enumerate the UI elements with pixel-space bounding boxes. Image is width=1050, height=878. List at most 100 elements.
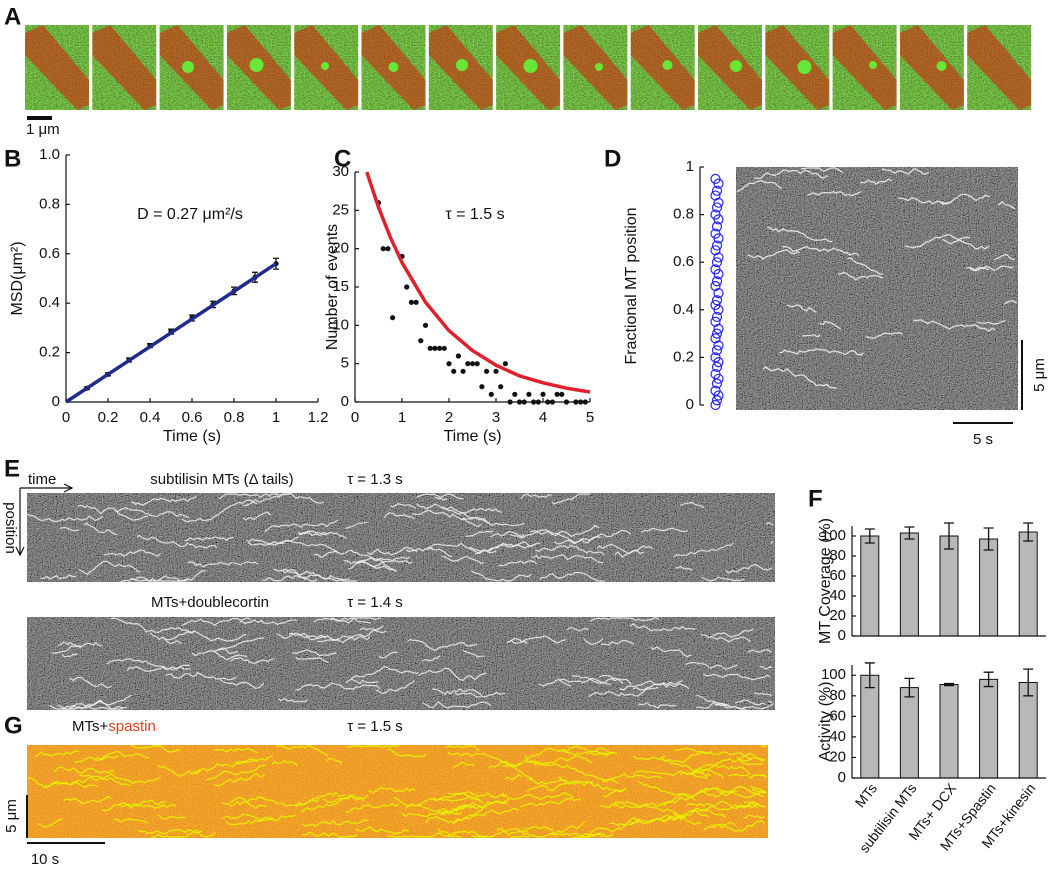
y-tick-label: 0 xyxy=(341,393,349,410)
point xyxy=(517,399,522,404)
point xyxy=(493,369,498,374)
frame xyxy=(362,25,426,110)
panel-letter: F xyxy=(808,485,823,512)
point xyxy=(479,384,484,389)
y-tick-label: 1 xyxy=(686,158,694,175)
x-tick-label: 2 xyxy=(445,409,453,426)
panel-letter: D xyxy=(604,145,621,172)
y-tick-label: 100 xyxy=(821,666,846,683)
bar xyxy=(1019,682,1037,778)
x-axis-label: Time (s) xyxy=(443,428,501,445)
y-tick-label: 0 xyxy=(838,769,846,786)
y-tick-label: 25 xyxy=(332,201,349,218)
point xyxy=(409,300,414,305)
kymograph-e1 xyxy=(27,493,775,582)
spot xyxy=(730,60,742,72)
point xyxy=(508,399,513,404)
spot xyxy=(321,62,329,70)
y-axis-label: MT Coverage (%) xyxy=(817,518,834,644)
bar xyxy=(900,533,918,636)
point xyxy=(442,346,447,351)
y-axis-label: Activity (%) xyxy=(817,682,834,762)
y-tick-label: 0 xyxy=(838,627,846,644)
scale-label: 5 s xyxy=(973,431,993,448)
scale-label: 5 μm xyxy=(3,799,20,833)
y-tick-label: 0.6 xyxy=(673,253,694,270)
frame xyxy=(496,25,560,110)
bar xyxy=(980,679,998,778)
panel-letter: G xyxy=(4,712,23,739)
x-tick-label: 1.2 xyxy=(308,409,329,426)
point xyxy=(583,399,588,404)
scale-label: 10 s xyxy=(31,851,59,868)
frame xyxy=(429,25,493,110)
spot xyxy=(937,61,947,71)
x-tick-label: 0 xyxy=(62,409,70,426)
x-tick-label: 0.4 xyxy=(140,409,161,426)
kymograph-e2 xyxy=(27,617,775,710)
x-tick-label: 0.8 xyxy=(224,409,245,426)
y-tick-label: 0.4 xyxy=(673,301,694,318)
tau-label: τ = 1.5 s xyxy=(347,718,403,735)
point xyxy=(536,399,541,404)
scale-label: 5 μm xyxy=(1031,358,1048,392)
point xyxy=(531,399,536,404)
point xyxy=(522,399,527,404)
point xyxy=(470,361,475,366)
y-axis-label: MSD(μm²) xyxy=(9,241,26,315)
point xyxy=(484,369,489,374)
x-axis-label: Time (s) xyxy=(163,428,221,445)
x-tick-label: 0.2 xyxy=(98,409,119,426)
point xyxy=(475,361,480,366)
point xyxy=(404,284,409,289)
frame xyxy=(92,25,156,110)
y-tick-label: 1.0 xyxy=(39,146,60,163)
point xyxy=(489,392,494,397)
fit-line xyxy=(66,264,276,402)
frame xyxy=(900,25,964,110)
y-tick-label: 0.8 xyxy=(673,206,694,223)
panel-letter: E xyxy=(4,455,20,482)
point xyxy=(414,300,419,305)
frame xyxy=(833,25,897,110)
point xyxy=(564,399,569,404)
y-axis-label: Number of events xyxy=(324,224,341,350)
point xyxy=(390,315,395,320)
bar xyxy=(900,688,918,778)
label-prefix: MTs+ xyxy=(72,718,108,735)
point xyxy=(381,246,386,251)
point xyxy=(578,399,583,404)
y-tick-label: 0.6 xyxy=(39,245,60,262)
spot xyxy=(869,61,877,69)
frame xyxy=(765,25,829,110)
spot xyxy=(663,60,673,70)
y-tick-label: 0.2 xyxy=(673,348,694,365)
bar xyxy=(1019,532,1037,636)
point xyxy=(428,346,433,351)
label-highlight: spastin xyxy=(108,718,156,735)
point xyxy=(555,392,560,397)
point xyxy=(526,392,531,397)
tau-label: τ = 1.4 s xyxy=(347,594,403,611)
annotation: τ = 1.5 s xyxy=(445,206,504,223)
y-axis-label: Fractional MT position xyxy=(623,207,640,364)
row-label: MTs+spastin xyxy=(72,718,156,735)
point xyxy=(503,361,508,366)
panel-letter: B xyxy=(4,145,21,172)
y-tick-label: 0 xyxy=(52,393,60,410)
spot xyxy=(524,59,538,73)
y-tick-label: 5 xyxy=(341,355,349,372)
bar xyxy=(861,536,879,636)
point xyxy=(550,399,555,404)
spot xyxy=(798,60,812,74)
frame xyxy=(967,25,1031,110)
scale-label: 1 μm xyxy=(26,121,60,138)
point xyxy=(456,353,461,358)
x-tick-label: 0.6 xyxy=(182,409,203,426)
bar xyxy=(861,675,879,778)
axis-label: time xyxy=(28,471,56,488)
fit-line xyxy=(367,172,590,392)
spot xyxy=(250,58,264,72)
x-tick-label: 1 xyxy=(398,409,406,426)
